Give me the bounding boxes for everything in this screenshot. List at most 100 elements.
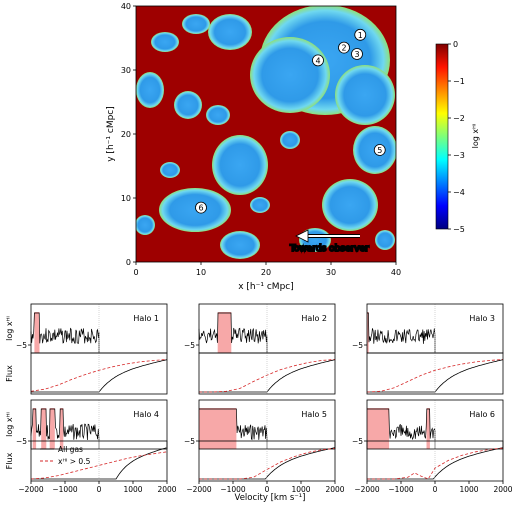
colorbar-tick-label: 0 — [453, 40, 458, 49]
map-x-tick-label: 0 — [133, 268, 138, 277]
y-tick-label: −5 — [352, 341, 363, 350]
halo-marker-circle — [373, 144, 386, 156]
neutral-shade — [367, 312, 369, 353]
halo-panel-5: Halo 5 −5 — [184, 399, 336, 482]
neutral-shade — [41, 408, 47, 449]
halo-title: Halo 6 — [469, 410, 495, 419]
velocity-tick-label: 0 — [97, 485, 102, 494]
velocity-tick-label: −1000 — [220, 485, 246, 494]
colorbar-label: log xᴴᴵ — [471, 124, 480, 149]
log-xhi-panel: Halo 3 −5 — [352, 303, 504, 354]
halo-marker-2: 2 — [338, 41, 350, 54]
map-y-tick-label: 30 — [121, 66, 131, 75]
halo-marker-4: 4 — [312, 54, 324, 67]
halo-marker-label: 6 — [198, 204, 203, 213]
velocity-axis-label: Velocity [km s⁻¹] — [235, 493, 306, 503]
neutral-shade — [426, 408, 430, 449]
halo-title: Halo 1 — [133, 314, 159, 323]
halo-panel-6: Halo 6 −5 — [352, 399, 504, 482]
map-y-tick-label: 40 — [121, 2, 131, 11]
xhi-line — [30, 312, 100, 353]
colorbar-tick-label: −3 — [453, 151, 465, 160]
halo-marker-circle — [195, 201, 207, 214]
xhi-line — [367, 408, 436, 449]
neutral-shade — [32, 408, 37, 449]
all-gas-flux-line — [199, 359, 336, 393]
colorbar-tick-label: −1 — [453, 77, 465, 86]
all-gas-flux-line — [31, 359, 168, 393]
halo-marker-label: 4 — [315, 56, 320, 65]
colorbar-tick-label: −4 — [453, 188, 465, 197]
halo-marker-1: 1 — [354, 28, 367, 41]
velocity-tick-label: 0 — [265, 485, 270, 494]
velocity-tick-label: 2000 — [157, 485, 176, 494]
spectra-panels: Halo 1 −5 Halo 2 −5 Halo 3 −5 Halo 4 −5 Halo 5 −5… — [16, 303, 504, 482]
velocity-tick-label: 2000 — [325, 485, 344, 494]
panel-axis-labels: log xᴴᴵ Flux log xᴴᴵ Flux — [5, 316, 14, 469]
map-x-label: x [h⁻¹ cMpc] — [238, 282, 294, 292]
map-x-tick-label: 30 — [326, 268, 336, 277]
legend-all-gas: All gas — [58, 445, 83, 454]
flux-axis-label: Flux — [5, 452, 14, 469]
halo-marker-label: 1 — [358, 31, 363, 40]
halo-marker-label: 5 — [377, 146, 382, 155]
colorbar-ticks: 0 −1 −2 −3 −4 −5 — [448, 40, 465, 234]
halo-marker-circle — [351, 48, 363, 60]
neutral-flux-line — [30, 451, 168, 480]
map-x-tick-label: 40 — [391, 268, 401, 277]
neutral-shade — [49, 408, 55, 449]
neutral-flux-line — [366, 359, 504, 393]
log-xhi-axis-label: log xᴴᴵ — [5, 412, 14, 437]
neutral-shade — [59, 408, 64, 449]
log-xhi-panel: Halo 1 −5 — [16, 303, 168, 354]
velocity-tick-label: −1000 — [52, 485, 78, 494]
map-x-ticks: 0 10 20 30 40 — [133, 262, 401, 277]
panel-frame — [198, 352, 336, 395]
map-y-ticks: 0 10 20 30 40 — [121, 2, 136, 267]
all-gas-flux-line — [367, 359, 504, 393]
log-xhi-panel: Halo 4 −5 — [16, 399, 168, 450]
halo-title: Halo 4 — [133, 410, 159, 419]
ionized-regions — [136, 6, 396, 259]
halo-title: Halo 3 — [469, 314, 495, 323]
colorbar-tick-label: −2 — [453, 114, 465, 123]
velocity-tick-label: 1000 — [459, 485, 478, 494]
velocity-tick-label: −2000 — [18, 485, 44, 494]
colorbar: 0 −1 −2 −3 −4 −5 log xᴴᴵ — [435, 40, 480, 234]
flux-panel — [30, 352, 168, 395]
log-xhi-panel: Halo 6 −5 — [352, 399, 504, 450]
halo-panel-4: Halo 4 −5 — [16, 399, 168, 482]
xhi-line — [199, 408, 268, 449]
all-gas-flux-line — [31, 447, 167, 480]
neutral-shade — [34, 312, 40, 353]
halo-marker-circle — [338, 41, 350, 54]
halo-marker-6: 6 — [195, 201, 207, 214]
halo-title: Halo 2 — [301, 314, 327, 323]
velocity-tick-label: 1000 — [291, 485, 310, 494]
velocity-ticks: −2000 −1000 0 1000 2000 −2000 −1000 0 1000 2000 −2… — [18, 481, 513, 494]
xhi-line — [30, 408, 100, 449]
legend-neutral: xᴴᴵ > 0.5 — [58, 457, 91, 466]
velocity-tick-label: −1000 — [388, 485, 414, 494]
flux-axis-label: Flux — [5, 365, 14, 382]
halo-panel-2: Halo 2 −5 — [184, 303, 336, 395]
colorbar-tick-label: −5 — [453, 225, 465, 234]
log-xhi-panel: Halo 5 −5 — [184, 399, 336, 450]
neutral-flux-line — [30, 359, 168, 392]
neutral-shade — [199, 408, 237, 449]
flux-panel — [198, 352, 336, 395]
y-tick-label: −5 — [184, 437, 195, 446]
all-gas-flux-line — [367, 447, 503, 480]
map-y-tick-label: 0 — [126, 258, 131, 267]
y-tick-label: −5 — [16, 437, 27, 446]
towards-observer-arrow: Towards observer — [288, 229, 370, 255]
velocity-tick-label: −2000 — [186, 485, 212, 494]
velocity-tick-label: 0 — [433, 485, 438, 494]
log-xhi-axis-label: log xᴴᴵ — [5, 316, 14, 341]
halo-marker-label: 2 — [341, 44, 346, 53]
panel-frame — [30, 352, 168, 395]
neutral-shade — [367, 408, 390, 449]
